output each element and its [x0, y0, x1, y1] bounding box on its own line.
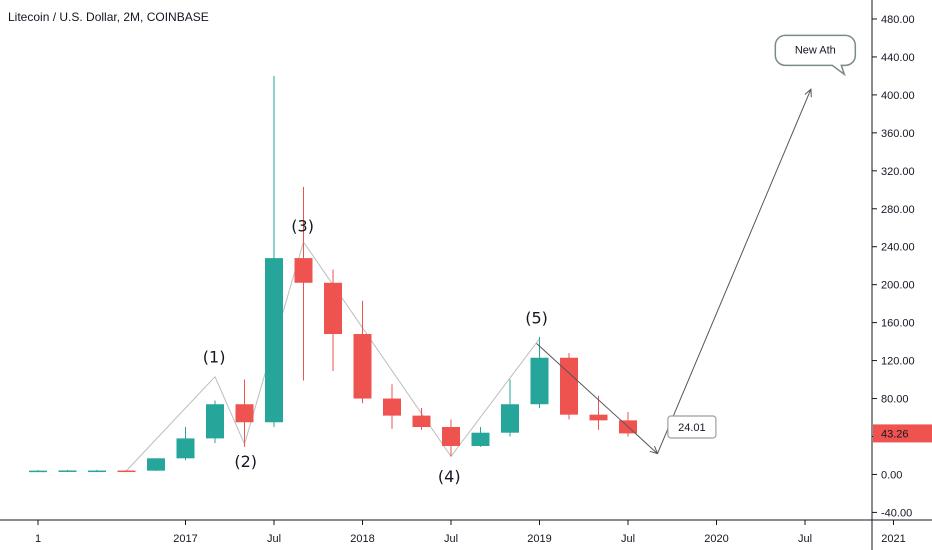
candle[interactable]: [265, 75, 283, 428]
y-tick-label: 400.00: [881, 90, 915, 102]
y-tick-label: 480.00: [881, 14, 915, 26]
wave-label: (5): [525, 309, 548, 328]
projection-arrows: [536, 88, 812, 455]
candle[interactable]: [176, 427, 195, 461]
candle-body: [324, 282, 342, 335]
candle-body: [353, 334, 372, 399]
y-tick-label: -40.00: [881, 507, 912, 519]
candle-body: [206, 404, 224, 439]
y-tick-label: 80.00: [881, 394, 909, 406]
candle[interactable]: [117, 470, 136, 473]
candle-body: [530, 357, 549, 405]
candle-body: [560, 357, 578, 415]
y-tick-label: 240.00: [881, 242, 915, 254]
candle-body: [589, 414, 608, 421]
candle-body: [471, 432, 490, 446]
candle[interactable]: [235, 379, 254, 447]
x-tick-label: Jul: [798, 533, 812, 545]
callout-bubble: [774, 34, 857, 77]
wave-label: (2): [234, 452, 257, 471]
wave-label: (3): [291, 217, 314, 236]
callouts: 24.01 New Ath: [667, 34, 857, 439]
candle[interactable]: [353, 300, 372, 404]
x-tick-label: 2019: [527, 533, 551, 545]
x-tick-label: Jul: [267, 533, 281, 545]
candle[interactable]: [147, 458, 165, 471]
y-tick-label: 360.00: [881, 128, 915, 140]
candle-body: [147, 458, 165, 471]
y-tick-label: 160.00: [881, 318, 915, 330]
x-tick-label: 2018: [350, 533, 374, 545]
candle-body: [58, 470, 77, 472]
candle-body: [88, 470, 106, 473]
x-tick-label: 1: [35, 533, 41, 545]
x-tick-label: Jul: [444, 533, 458, 545]
candle-body: [176, 438, 195, 459]
x-tick-label: Jul: [621, 533, 635, 545]
candle[interactable]: [530, 336, 549, 409]
chart-title: Litecoin / U.S. Dollar, 2M, COINBASE: [8, 10, 209, 24]
arrow-line: [657, 89, 812, 454]
candle[interactable]: [88, 469, 106, 473]
arrow-line: [536, 343, 658, 454]
callout-text: 24.01: [678, 422, 706, 434]
candle[interactable]: [58, 469, 77, 472]
candle[interactable]: [501, 379, 519, 437]
candle[interactable]: [29, 469, 47, 473]
callout-text: New Ath: [795, 44, 836, 56]
candle[interactable]: [560, 352, 578, 420]
x-tick-label: 2017: [173, 533, 197, 545]
x-tick-label: 2020: [704, 533, 728, 545]
wave-label: (4): [438, 467, 461, 486]
arrow-head: [804, 88, 812, 98]
candle[interactable]: [383, 384, 401, 429]
candle[interactable]: [589, 395, 608, 430]
y-tick-label: 440.00: [881, 52, 915, 64]
candle[interactable]: [442, 419, 460, 457]
candle-body: [235, 404, 254, 423]
candle-body: [29, 470, 47, 473]
candle-body: [501, 404, 519, 433]
wave-labels: (1) (2) (3) (4) (5): [203, 217, 548, 487]
wave-label: (1): [203, 347, 226, 366]
candle-body: [412, 415, 431, 428]
y-tick-label: 320.00: [881, 166, 915, 178]
y-tick-label: 200.00: [881, 280, 915, 292]
last-price-tag: [873, 424, 932, 443]
candle[interactable]: [206, 400, 224, 444]
candle-body: [294, 258, 313, 283]
candle-body: [265, 258, 283, 423]
last-price-label: 43.26: [881, 428, 909, 440]
candle-body: [117, 470, 136, 473]
candle[interactable]: [471, 427, 490, 447]
y-tick-label: 120.00: [881, 356, 915, 368]
callout-box: [667, 415, 717, 439]
candle[interactable]: [412, 408, 431, 430]
x-tick-label: 2021: [881, 533, 905, 545]
candle[interactable]: [294, 186, 313, 381]
candle-body: [383, 398, 401, 416]
y-tick-label: 0.00: [881, 469, 902, 481]
candle-body: [442, 427, 460, 446]
y-tick-label: 280.00: [881, 204, 915, 216]
candle[interactable]: [324, 269, 342, 372]
candles[interactable]: [29, 75, 637, 473]
